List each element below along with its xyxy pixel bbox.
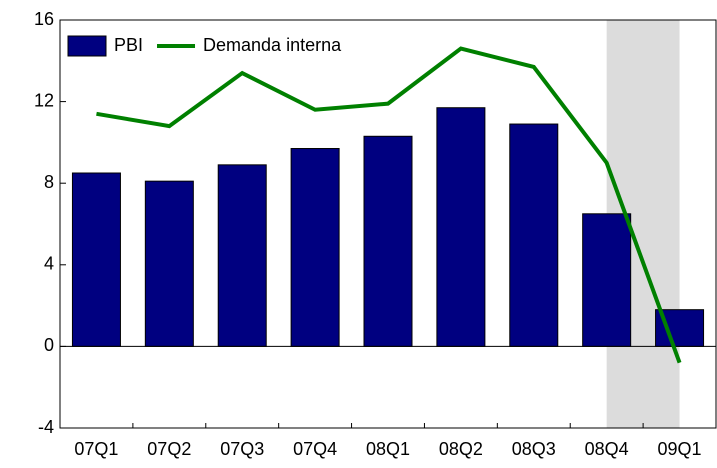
x-tick-label: 09Q1 [658, 439, 702, 459]
x-tick-label: 07Q3 [220, 439, 264, 459]
legend-label: PBI [114, 35, 143, 55]
bar [144, 180, 194, 347]
bar [436, 107, 486, 347]
legend-label: Demanda interna [203, 35, 342, 55]
y-tick-label: 4 [44, 254, 54, 274]
line [96, 46, 682, 364]
x-tick-label: 07Q4 [293, 439, 337, 459]
x-tick-label: 08Q2 [439, 439, 483, 459]
legend-swatch [67, 35, 107, 57]
y-tick-label: 0 [44, 335, 54, 355]
y-tick-label: 8 [44, 172, 54, 192]
y-tick-label: 16 [34, 9, 54, 29]
bar [290, 148, 340, 347]
plot-frame [59, 19, 717, 429]
bar [71, 172, 121, 347]
y-tick-label: 12 [34, 90, 54, 110]
bar [582, 213, 632, 347]
bar [655, 309, 705, 347]
bar [363, 135, 413, 347]
x-tick-label: 08Q4 [585, 439, 629, 459]
x-tick-label: 07Q2 [147, 439, 191, 459]
x-tick-label: 08Q1 [366, 439, 410, 459]
x-tick-label: 07Q1 [74, 439, 118, 459]
y-tick-label: -4 [38, 417, 54, 437]
bar [509, 123, 559, 347]
bar [217, 164, 267, 347]
x-tick-label: 08Q3 [512, 439, 556, 459]
